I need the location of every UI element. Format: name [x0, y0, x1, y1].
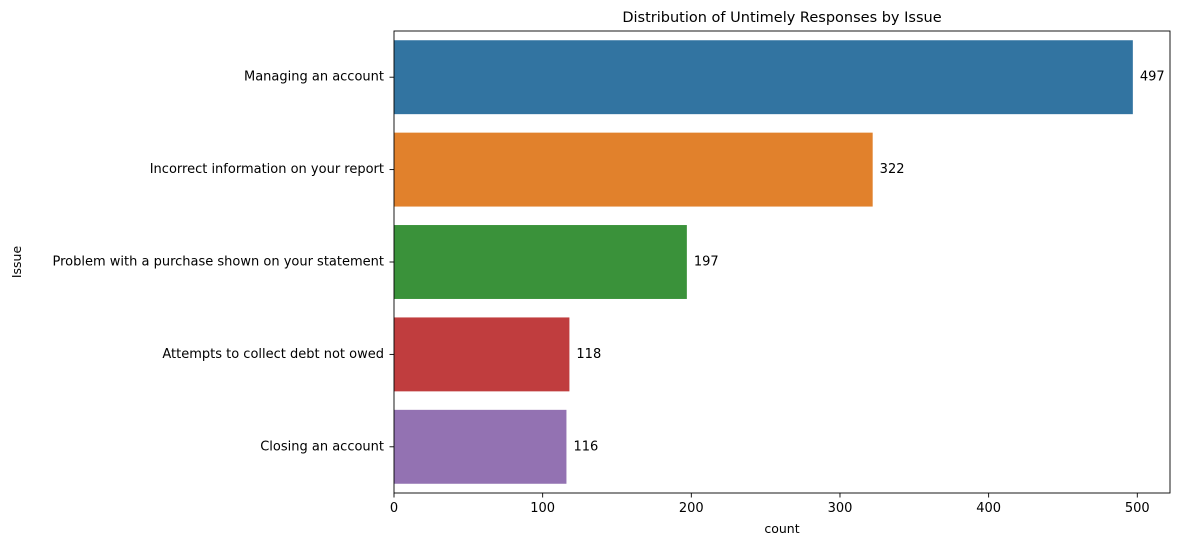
- bar-2: [394, 225, 687, 299]
- value-label-2: 197: [694, 255, 719, 270]
- y-axis-ticks: Managing an account Incorrect information…: [53, 70, 394, 454]
- x-tick-label-5: 500: [1125, 501, 1150, 516]
- bar-1: [394, 132, 873, 207]
- x-tick-label-3: 300: [828, 501, 853, 516]
- value-label-0: 497: [1140, 70, 1165, 85]
- x-tick-label-2: 200: [679, 501, 704, 516]
- y-axis-label: Issue: [9, 246, 24, 279]
- x-tick-label-4: 400: [976, 501, 1001, 516]
- x-axis-label: count: [764, 521, 799, 536]
- y-tick-label-4: Closing an account: [260, 439, 384, 454]
- x-tick-label-1: 100: [530, 501, 555, 516]
- chart-title: Distribution of Untimely Responses by Is…: [622, 10, 941, 26]
- y-tick-label-0: Managing an account: [244, 70, 384, 85]
- bars: [394, 40, 1133, 484]
- plot-frame: [393, 30, 1171, 494]
- value-label-3: 118: [576, 347, 601, 362]
- bar-4: [394, 409, 567, 484]
- y-tick-label-3: Attempts to collect debt not owed: [162, 347, 384, 362]
- x-tick-label-0: 0: [390, 501, 398, 516]
- x-axis-ticks: 0 100 200 300 400 500: [390, 493, 1150, 516]
- bar-0: [394, 40, 1133, 115]
- value-labels: 497 322 197 118 116: [573, 70, 1164, 455]
- y-tick-label-1: Incorrect information on your report: [150, 162, 384, 177]
- bar-3: [394, 317, 570, 392]
- value-label-1: 322: [880, 162, 905, 177]
- y-tick-label-2: Problem with a purchase shown on your st…: [53, 255, 385, 270]
- value-label-4: 116: [573, 439, 598, 454]
